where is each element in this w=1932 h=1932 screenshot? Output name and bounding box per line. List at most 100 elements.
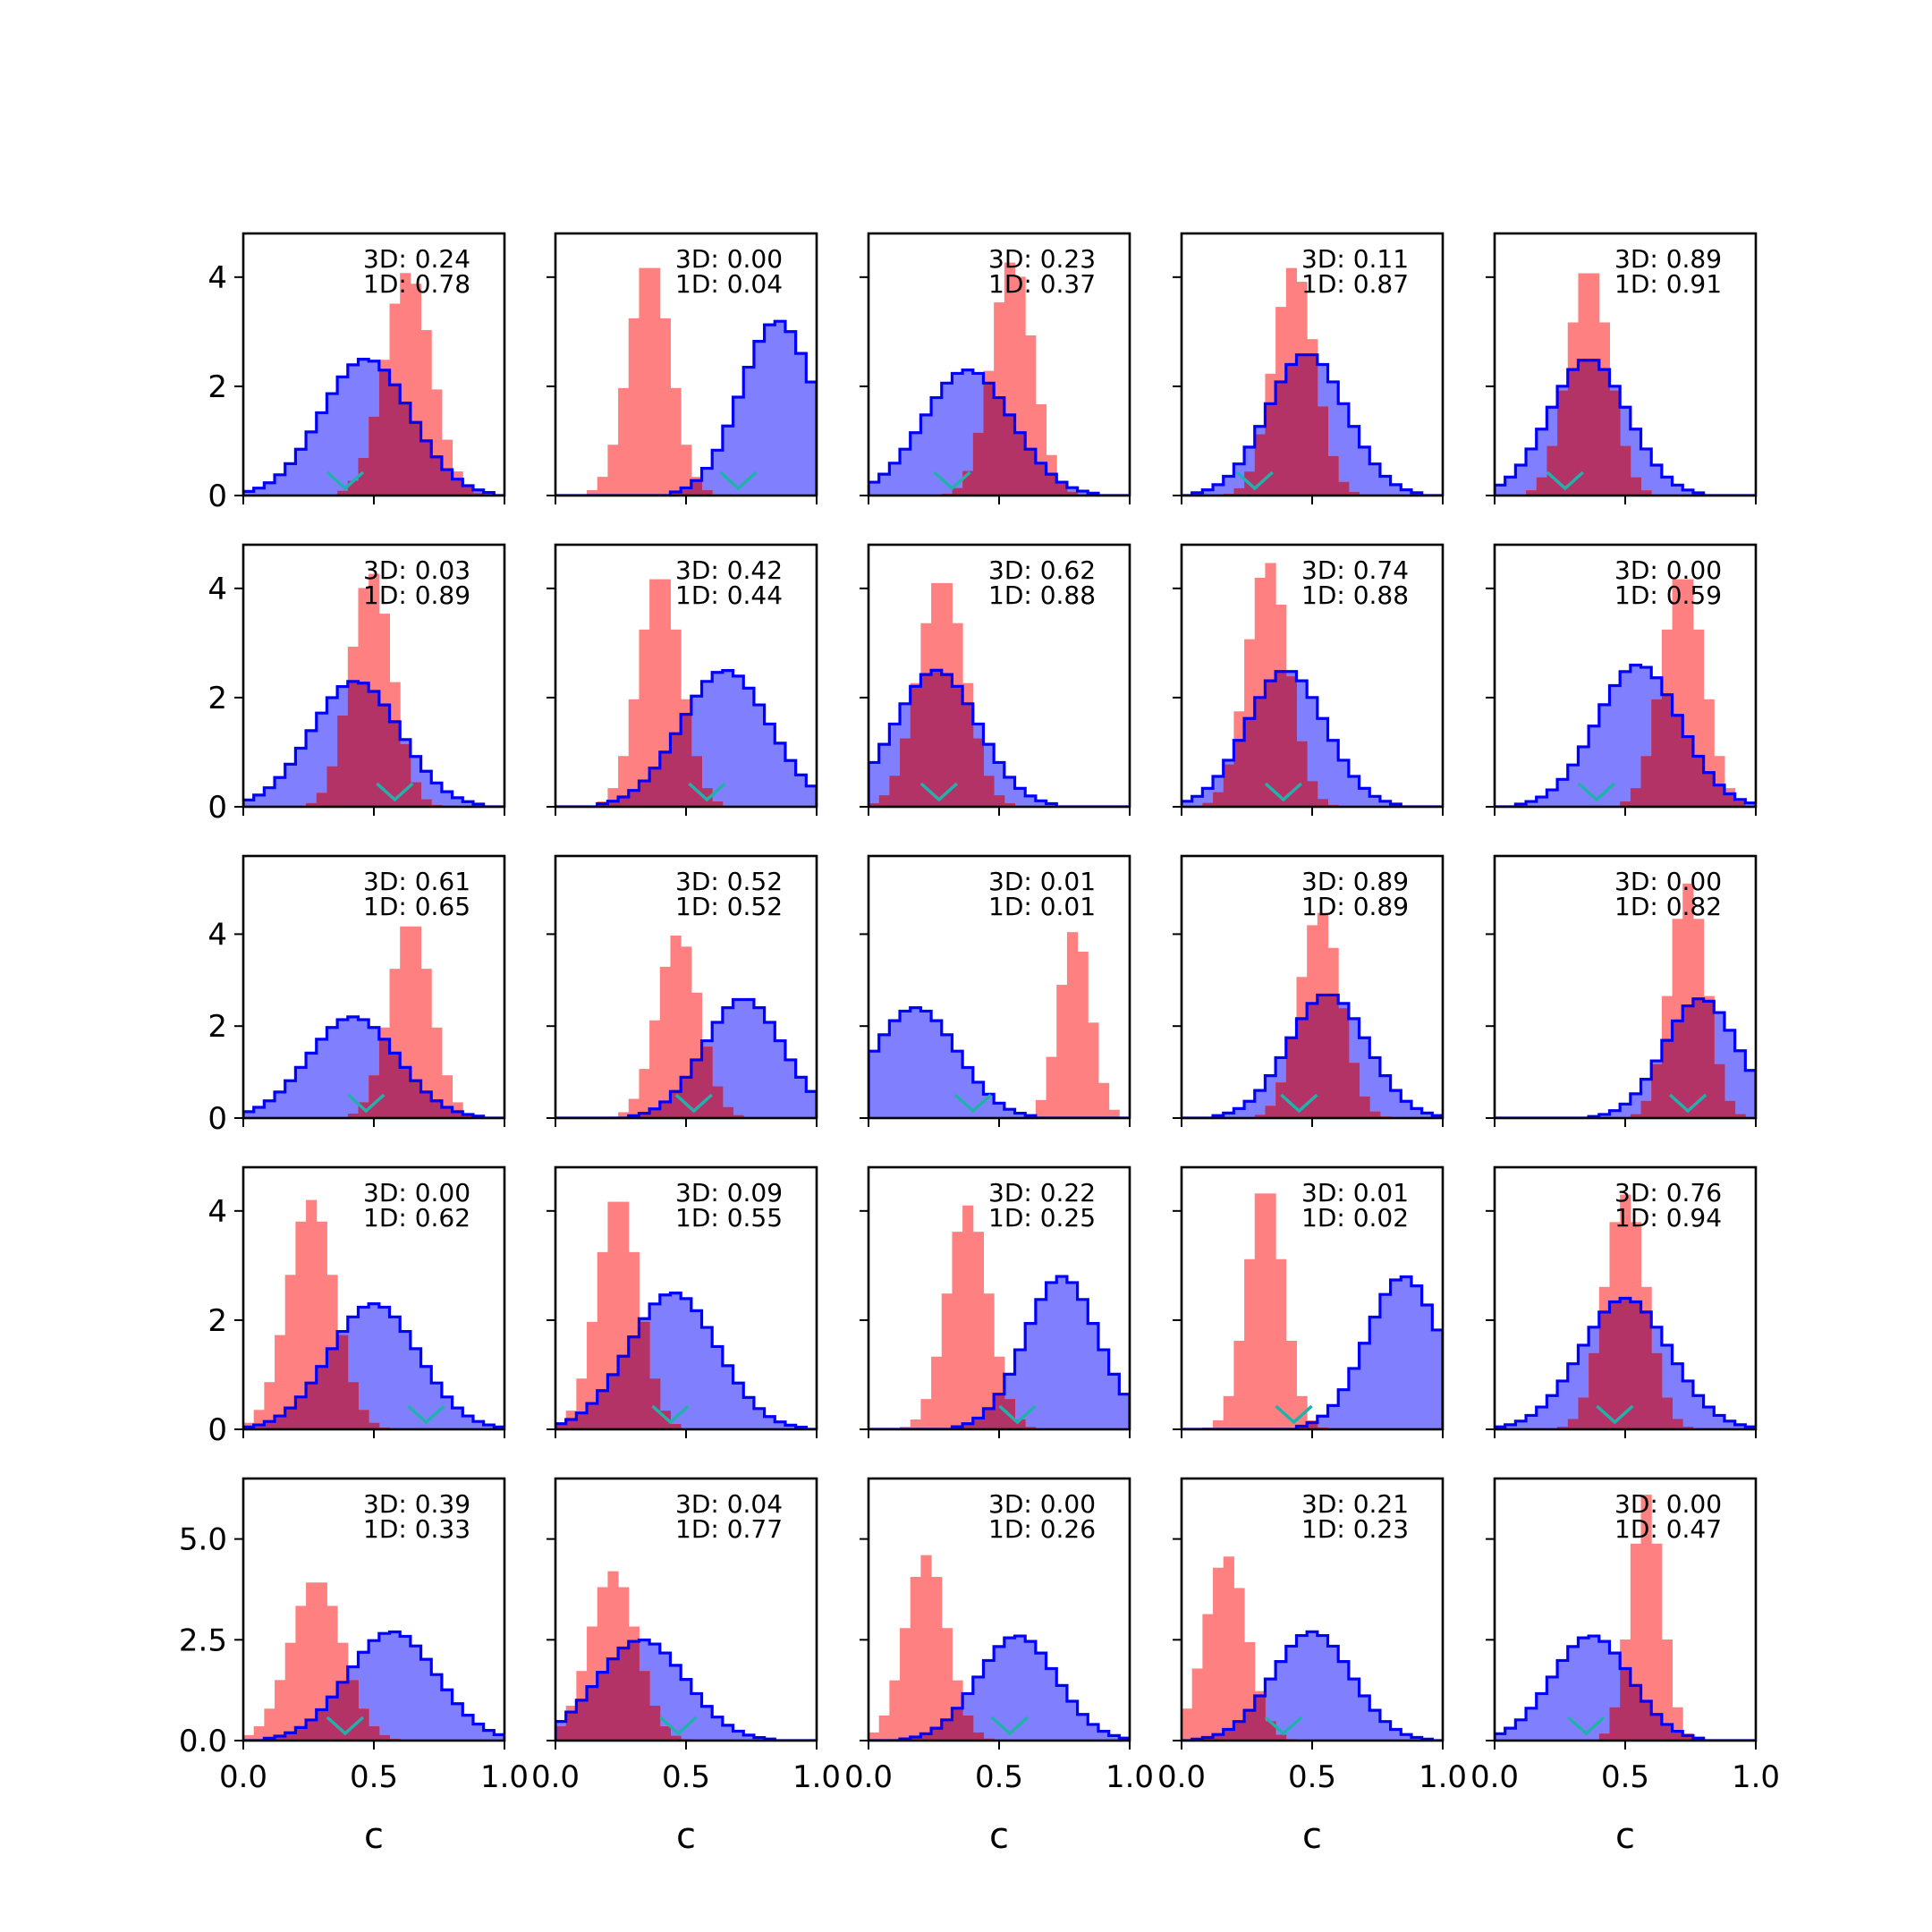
bar-3d <box>670 1292 682 1429</box>
bar-overlap <box>962 1715 974 1741</box>
bar-overlap <box>983 775 995 807</box>
bar-overlap <box>1296 741 1308 807</box>
bar-overlap <box>1004 803 1016 807</box>
bar-overlap <box>555 1725 567 1741</box>
bar-3d <box>784 1425 797 1429</box>
bar-3d <box>1244 1101 1256 1118</box>
bar-1d <box>1056 985 1068 1118</box>
bar-overlap <box>1557 390 1569 496</box>
bar-3d <box>1035 1653 1047 1741</box>
bar-3d <box>1598 1641 1610 1741</box>
hist-3d-outline <box>243 680 504 807</box>
bar-overlap <box>587 1403 598 1429</box>
bar-overlap <box>618 1648 630 1741</box>
bar-1d <box>931 1356 943 1429</box>
bar-3d <box>941 1034 953 1118</box>
bar-3d <box>659 1294 671 1429</box>
bar-3d <box>1119 1394 1130 1429</box>
plot-area <box>869 1555 1130 1741</box>
bar-3d <box>243 1111 255 1118</box>
bar-3d <box>1567 1363 1579 1429</box>
bar-overlap <box>295 1396 307 1429</box>
bar-overlap <box>681 487 692 496</box>
bar-overlap <box>983 1408 995 1429</box>
bar-overlap <box>1724 1100 1736 1118</box>
bar-3d <box>1390 1279 1402 1429</box>
bar-overlap <box>1682 1735 1694 1741</box>
bar-1d <box>618 756 630 807</box>
bar-3d <box>400 1636 411 1741</box>
bar-3d <box>1066 1701 1079 1741</box>
bar-overlap <box>1620 1668 1631 1741</box>
estimate-marker <box>407 1404 445 1425</box>
bar-1d <box>962 1205 974 1429</box>
x-tick-label: 0.0 <box>1470 1759 1519 1795</box>
bar-3d <box>1025 1641 1037 1741</box>
bar-overlap <box>1296 1426 1308 1429</box>
bar-3d <box>1233 463 1245 496</box>
bar-3d <box>452 1703 463 1741</box>
bar-overlap <box>869 803 880 807</box>
bar-3d <box>775 1421 786 1429</box>
bar-3d <box>1088 1323 1099 1429</box>
bar-overlap <box>337 716 349 807</box>
bar-3d <box>983 1660 995 1741</box>
y-tick-label: 2.5 <box>179 1623 227 1658</box>
bar-overlap <box>1202 1737 1214 1741</box>
bar-3d <box>1421 1113 1433 1118</box>
bar-overlap <box>1348 491 1360 496</box>
bar-overlap <box>400 1067 411 1118</box>
bar-overlap <box>1307 1003 1318 1118</box>
bar-1d <box>878 1715 890 1741</box>
bar-3d <box>1223 476 1234 496</box>
bar-overlap <box>389 1053 401 1118</box>
x-tick-label: 0.0 <box>219 1759 267 1795</box>
bar-3d <box>358 1307 369 1429</box>
bar-overlap <box>1609 1301 1621 1429</box>
bar-overlap <box>576 1412 588 1429</box>
annotation-3d: 3D: 0.23 <box>988 244 1096 274</box>
bar-3d <box>243 491 255 496</box>
plot-area <box>869 262 1130 496</box>
bar-3d <box>806 785 817 807</box>
bar-overlap <box>306 1719 318 1741</box>
bar-3d <box>878 1034 890 1118</box>
bar-3d <box>1557 1380 1569 1429</box>
plot-area <box>1182 1556 1443 1741</box>
bar-overlap <box>295 1727 307 1741</box>
bar-3d <box>483 492 495 496</box>
bar-3d <box>733 1731 744 1741</box>
bar-overlap <box>1046 474 1057 496</box>
annotation-1d: 1D: 0.25 <box>988 1203 1096 1233</box>
bar-3d <box>1526 1707 1538 1741</box>
bar-overlap <box>1275 1734 1287 1741</box>
estimate-marker <box>1264 782 1303 802</box>
bar-overlap <box>639 1671 650 1741</box>
bar-overlap <box>1630 1301 1642 1429</box>
annotation-1d: 1D: 0.02 <box>1301 1203 1409 1233</box>
hist-3d-outline <box>869 369 1130 496</box>
bar-3d <box>472 489 485 496</box>
bar-1d <box>284 1642 296 1741</box>
bar-1d <box>941 1293 953 1429</box>
bar-1d <box>306 1582 318 1741</box>
bar-3d <box>1285 1646 1297 1741</box>
bar-3d <box>1379 1294 1392 1429</box>
bar-1d <box>941 1628 953 1741</box>
bar-1d <box>1088 1022 1099 1118</box>
hist-3d-outline <box>555 319 817 496</box>
bar-1d <box>597 477 608 496</box>
bar-overlap <box>733 1114 744 1118</box>
bar-3d <box>753 705 766 807</box>
bar-3d <box>1202 788 1214 807</box>
bar-overlap <box>1578 1397 1589 1429</box>
bar-overlap <box>1275 1082 1287 1118</box>
bar-3d <box>1369 1317 1381 1429</box>
bar-3d <box>472 1724 485 1741</box>
plot-area <box>869 1205 1130 1429</box>
bar-3d <box>1557 1660 1569 1741</box>
